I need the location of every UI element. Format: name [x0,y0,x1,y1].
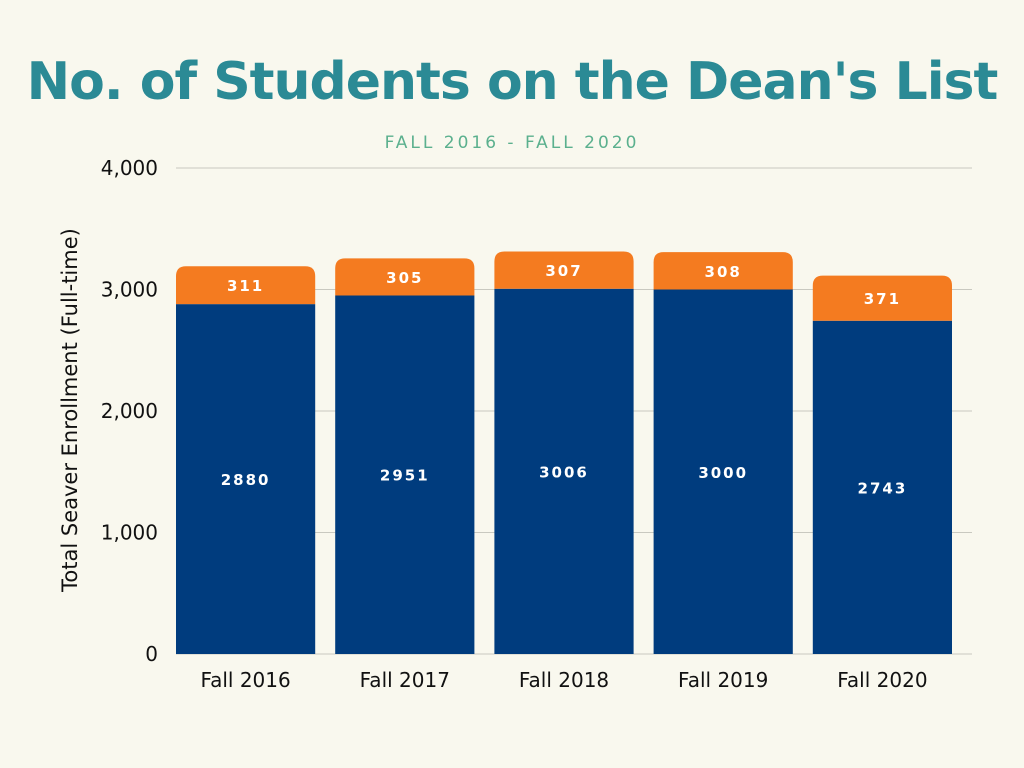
bar-segment-enrollment [176,304,316,654]
data-label: 308 [705,263,742,281]
bar-segment-enrollment [653,289,793,654]
bar-segment-enrollment [812,320,952,654]
bar-segment-enrollment [494,288,634,654]
x-tick-label: Fall 2018 [519,668,609,692]
data-label: 2951 [380,467,430,485]
bar-segment-enrollment [335,295,475,654]
data-label: 311 [227,277,264,295]
data-label: 371 [864,290,901,308]
y-tick-label: 0 [145,642,158,666]
x-tick-label: Fall 2020 [837,668,927,692]
labels: 0 1,000 2,000 3,000 4,000 2880 311 Fall 2016 295… [101,156,928,692]
bar-segment-deans-list [812,275,952,321]
data-label: 2743 [858,479,908,497]
bar-segment-deans-list [653,252,793,290]
x-tick-label: Fall 2017 [360,668,450,692]
bar-segment-deans-list [335,258,475,296]
y-tick-label: 2,000 [101,399,158,423]
chart-title: No. of Students on the Dean's List [26,52,999,112]
chart-subtitle: FALL 2016 - FALL 2020 [384,133,640,153]
y-tick-label: 4,000 [101,156,158,180]
data-label: 2880 [221,471,271,489]
y-tick-label: 3,000 [101,278,158,302]
bar-segment-deans-list [494,251,634,289]
data-label: 307 [545,262,582,280]
x-tick-label: Fall 2016 [200,668,290,692]
data-label: 305 [386,269,423,287]
data-label: 3000 [698,464,748,482]
y-axis-label: Total Seaver Enrollment (Full-time) [58,228,82,593]
y-tick-label: 1,000 [101,521,158,545]
x-tick-label: Fall 2019 [678,668,768,692]
bars [176,251,952,654]
bar-segment-deans-list [176,266,316,305]
data-label: 3006 [539,463,589,481]
